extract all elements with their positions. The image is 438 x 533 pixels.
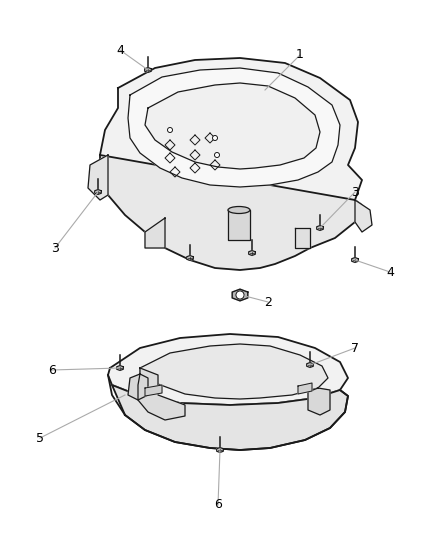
Polygon shape [352, 257, 358, 262]
Polygon shape [308, 388, 330, 415]
Circle shape [215, 152, 219, 157]
Text: 4: 4 [386, 265, 394, 279]
Polygon shape [112, 385, 348, 450]
Circle shape [236, 291, 244, 299]
Text: 2: 2 [264, 295, 272, 309]
Text: 6: 6 [48, 364, 56, 376]
Text: 1: 1 [296, 49, 304, 61]
Polygon shape [217, 448, 223, 453]
Polygon shape [140, 344, 328, 399]
Polygon shape [138, 368, 185, 420]
Polygon shape [295, 228, 310, 248]
Polygon shape [95, 190, 101, 195]
Polygon shape [145, 83, 320, 169]
Polygon shape [100, 58, 362, 234]
Text: 5: 5 [36, 432, 44, 445]
Text: 7: 7 [351, 342, 359, 354]
Polygon shape [317, 225, 323, 230]
Text: 3: 3 [351, 185, 359, 198]
Polygon shape [145, 385, 162, 396]
Text: 3: 3 [51, 241, 59, 254]
Polygon shape [145, 218, 165, 248]
Polygon shape [100, 155, 362, 270]
Polygon shape [298, 383, 312, 394]
Polygon shape [187, 255, 193, 261]
Ellipse shape [228, 206, 250, 214]
Circle shape [167, 127, 173, 133]
Text: 4: 4 [116, 44, 124, 56]
Polygon shape [232, 289, 248, 301]
Polygon shape [108, 334, 348, 405]
Polygon shape [355, 200, 372, 232]
Polygon shape [249, 251, 255, 255]
Polygon shape [88, 155, 108, 200]
Polygon shape [228, 210, 250, 240]
Circle shape [212, 135, 218, 141]
Polygon shape [117, 366, 124, 370]
Polygon shape [307, 362, 313, 367]
Polygon shape [128, 374, 148, 400]
Polygon shape [145, 68, 152, 72]
Text: 6: 6 [214, 498, 222, 512]
Polygon shape [128, 68, 340, 187]
